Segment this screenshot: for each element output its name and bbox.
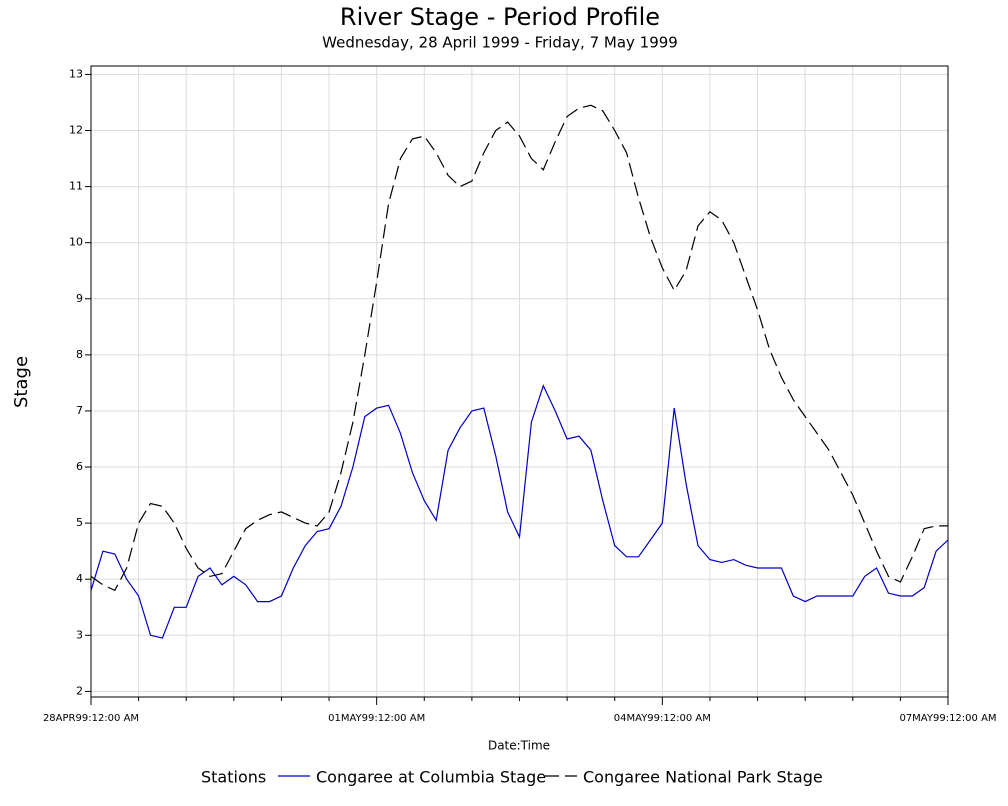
legend-label: Congaree National Park Stage xyxy=(583,768,823,787)
chart-subtitle: Wednesday, 28 April 1999 - Friday, 7 May… xyxy=(322,34,678,52)
y-axis-label: Stage xyxy=(11,356,32,408)
y-tick-label: 6 xyxy=(76,460,83,473)
y-tick-label: 8 xyxy=(76,348,83,361)
y-tick-label: 2 xyxy=(76,684,83,697)
legend-title: Stations xyxy=(201,768,266,787)
x-tick-label: 07MAY99:12:00 AM xyxy=(899,713,996,724)
y-tick-label: 3 xyxy=(76,628,83,641)
y-tick-label: 7 xyxy=(76,404,83,417)
x-tick-label: 04MAY99:12:00 AM xyxy=(614,713,711,724)
y-tick-label: 12 xyxy=(69,124,83,137)
y-tick-label: 9 xyxy=(76,292,83,305)
y-tick-label: 10 xyxy=(69,236,83,249)
y-tick-label: 4 xyxy=(76,572,83,585)
y-tick-label: 11 xyxy=(69,180,83,193)
plot-frame xyxy=(90,65,949,698)
y-tick-label: 13 xyxy=(69,67,83,80)
data-line xyxy=(90,384,949,639)
y-tick-label: 5 xyxy=(76,516,83,529)
x-axis-label: Date:Time xyxy=(488,739,550,753)
x-tick-label: 28APR99:12:00 AM xyxy=(43,713,139,724)
legend-label: Congaree at Columbia Stage xyxy=(316,768,546,787)
x-tick-label: 01MAY99:12:00 AM xyxy=(328,713,425,724)
chart-title: River Stage - Period Profile xyxy=(340,3,660,31)
data-line xyxy=(90,104,948,592)
